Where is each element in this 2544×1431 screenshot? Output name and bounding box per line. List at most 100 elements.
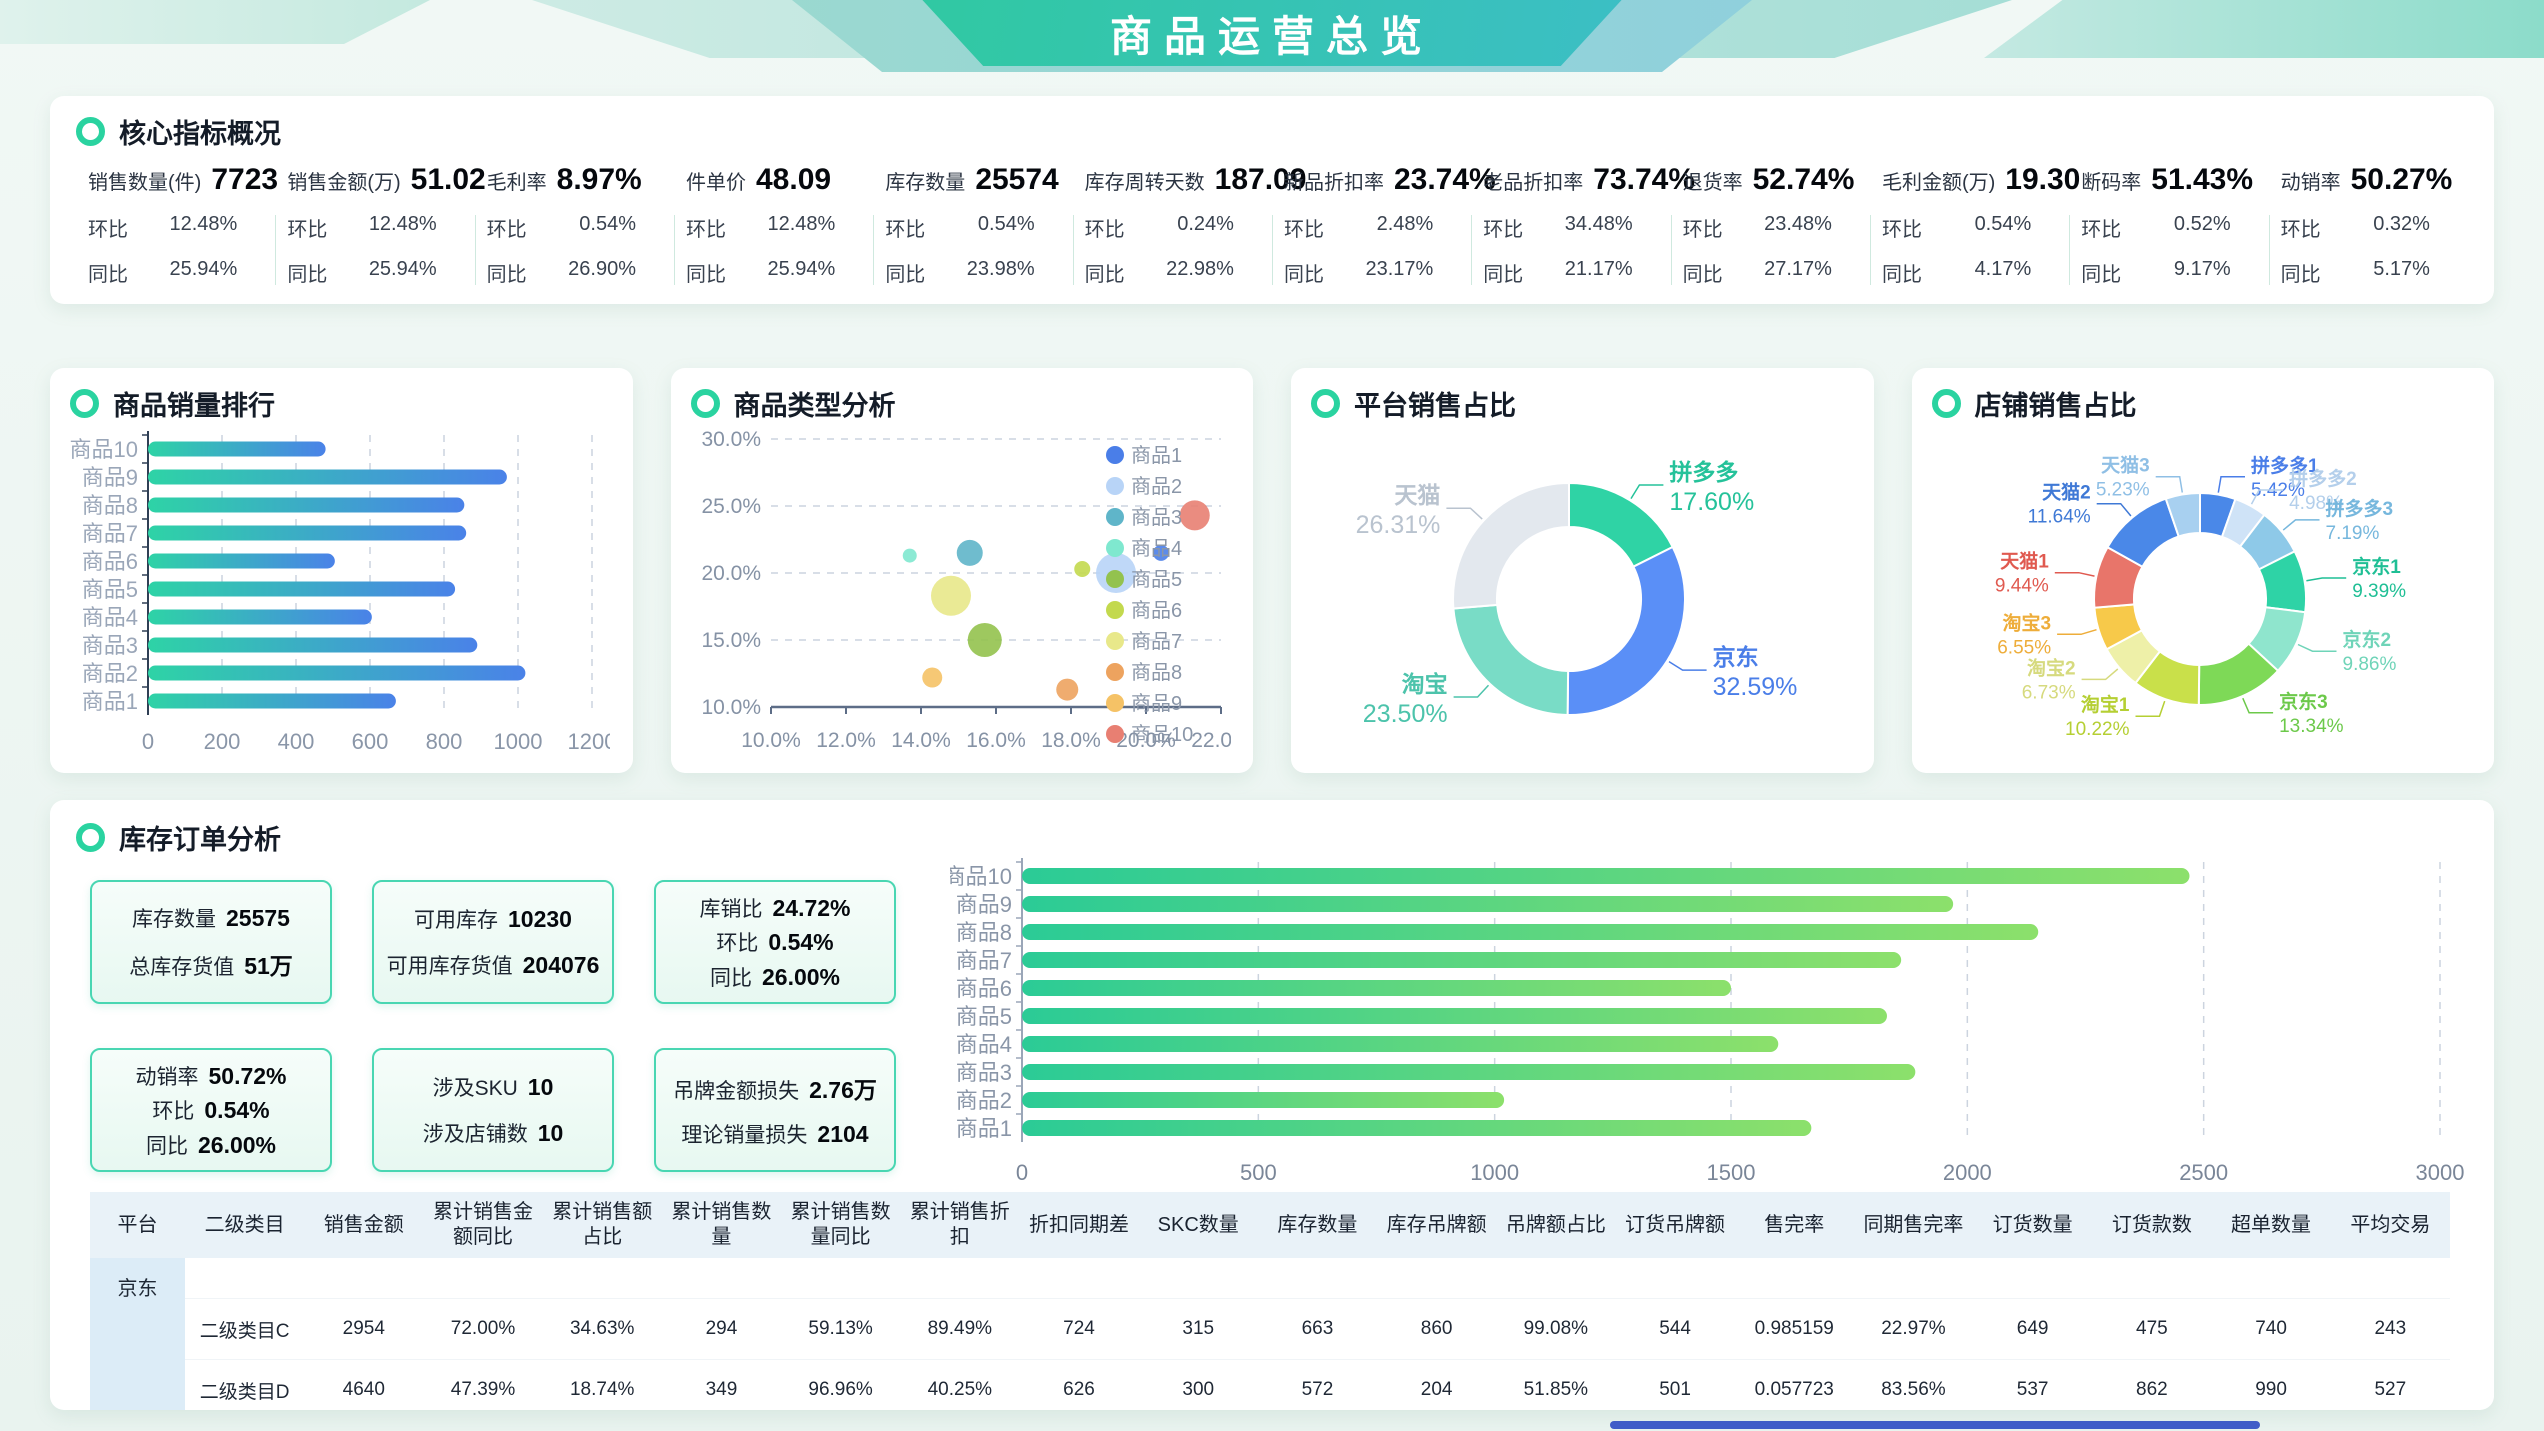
bar[interactable] [1022,868,2190,884]
kpi-label: 断码率 [2081,172,2142,194]
bar[interactable] [1022,924,2039,940]
kpi-yoy-label: 同比 [1084,264,1125,286]
stat-line: 同比 26.00% [660,962,890,992]
legend-label[interactable]: 商品8 [1131,661,1182,684]
bubble[interactable] [930,575,971,616]
bar[interactable] [1022,980,1731,996]
bubble[interactable] [956,539,983,566]
legend-swatch[interactable] [1105,570,1124,588]
legend-label[interactable]: 商品4 [1131,537,1182,560]
legend-label[interactable]: 商品2 [1131,475,1182,498]
legend-swatch[interactable] [1105,663,1124,681]
platform-cell: 京东 [90,1258,185,1410]
bar[interactable] [148,581,456,597]
kpi-yoy-label: 同比 [885,264,926,286]
stat-line: 总库存货值 51万 [96,947,326,981]
bubble[interactable] [902,548,917,563]
legend-swatch[interactable] [1105,601,1124,619]
table-cell: 740 [2211,1298,2331,1360]
platform-share-chart[interactable]: 拼多多 17.60% 京东 32.59% 淘宝 23.50% 天猫 26.31% [1311,427,1854,757]
kpi-label: 销售金额(万) [287,172,401,194]
kpi-yoy-value: 9.17% [2173,258,2231,280]
stat-card: 库存数量 25575 总库存货值 51万 [90,880,332,1004]
bar[interactable] [148,553,335,569]
table-header-cell: 二级类目 [185,1192,305,1258]
shop-share-chart[interactable]: 拼多多1 5.42% 拼多多2 4.98% 拼多多3 7.19% 京东1 9.39% 京东2 9.… [1932,427,2475,757]
horizontal-scrollbar-thumb[interactable] [1610,1421,2260,1429]
bubble[interactable] [1055,678,1078,701]
x-axis-tick-label: 800 [426,729,463,754]
bar-chart-svg: 0 500 1000 1500 2000 2500 3000 商品10 商品9 商品8 商品7 商品6… [950,858,2464,1185]
type-analysis-chart[interactable]: 10.0% 15.0% 20.0% 25.0% 30.0% 10.0% 12.0% 14.0%… [691,427,1234,755]
kpi-yoy-label: 同比 [1483,264,1524,286]
table-cell: 663 [1257,1298,1378,1360]
kpi-mom-label: 环比 [2280,219,2321,241]
bar[interactable] [1022,896,1954,912]
legend-swatch[interactable] [1105,694,1124,712]
bar[interactable] [148,497,465,513]
slice-name-label: 京东3 [2279,690,2328,713]
sales-ranking-chart[interactable]: 0 200 400 600 800 1000 1200 商品10 商品9 商品8 商品7 商品6 商品5… [70,427,613,755]
legend-label[interactable]: 商品7 [1131,630,1182,653]
kpi-mom-value: 0.52% [2173,213,2231,235]
bar[interactable] [148,525,467,541]
slice-value-label: 9.39% [2352,581,2406,602]
label-leader-line [1668,660,1707,671]
legend-swatch[interactable] [1105,632,1124,650]
bar[interactable] [1022,1036,1779,1052]
inventory-bar-chart[interactable]: 0 500 1000 1500 2000 2500 3000 商品10 商品9 商品8 商品7 商品6… [950,848,2480,1188]
bubble[interactable] [1073,560,1090,577]
donut-slice[interactable] [2164,491,2201,538]
table-cell: 544 [1615,1298,1735,1360]
legend-swatch[interactable] [1105,508,1124,526]
table-cell: 537 [1973,1359,2093,1410]
bar[interactable] [148,693,396,709]
table-cell: 724 [1019,1298,1139,1360]
kpi-mom-value: 0.54% [579,213,636,235]
bar[interactable] [1022,1008,1887,1024]
bar[interactable] [148,665,526,681]
table-header-cell: 销售金额 [304,1192,424,1258]
category-label: 商品6 [82,549,138,574]
bar[interactable] [148,609,372,625]
legend-label[interactable]: 商品3 [1131,506,1182,529]
label-leader-line [2155,475,2183,493]
kpi-mom-label: 环比 [1881,219,1922,241]
bar[interactable] [1022,1092,1505,1108]
legend-swatch[interactable] [1105,725,1124,743]
kpi-value: 51.43% [2151,163,2254,196]
legend-label[interactable]: 商品10 [1131,723,1193,746]
kpi-yoy-value: 25.94% [169,258,238,280]
legend-label[interactable]: 商品9 [1131,692,1182,715]
legend-label[interactable]: 商品5 [1131,568,1182,591]
donut-slice[interactable] [1566,545,1687,717]
bubble[interactable] [1179,500,1210,531]
table-cell: 501 [1615,1359,1735,1410]
bar[interactable] [148,441,326,457]
bar[interactable] [148,637,478,653]
category-label: 商品2 [82,661,138,686]
stat-value: 50.72% [208,1062,287,1089]
stat-card: 库销比 24.72% 环比 0.54% 同比 26.00% [654,880,896,1004]
legend-label[interactable]: 商品1 [1131,444,1182,467]
legend-swatch[interactable] [1105,477,1124,495]
stat-line: 涉及店铺数 10 [378,1118,608,1148]
kpi-mom-label: 环比 [1084,219,1125,241]
donut-slice[interactable] [1452,481,1570,610]
legend-swatch[interactable] [1105,539,1124,557]
bubble[interactable] [967,623,1002,657]
legend-swatch[interactable] [1105,446,1124,464]
bar[interactable] [1022,1064,1916,1080]
bar[interactable] [148,469,507,485]
bar[interactable] [1022,952,1902,968]
bubble[interactable] [921,667,942,688]
table-cell: 59.13% [781,1298,901,1360]
legend-label[interactable]: 商品6 [1131,599,1182,622]
bar[interactable] [1022,1120,1812,1136]
bubble[interactable] [1152,544,1169,561]
donut-slice[interactable] [1452,603,1570,717]
x-axis-tick-label: 500 [1240,1160,1277,1185]
page-title: 商品运营总览 [1109,12,1434,60]
x-axis-tick-label: 14.0% [891,729,951,752]
table-cell: 860 [1377,1298,1497,1360]
